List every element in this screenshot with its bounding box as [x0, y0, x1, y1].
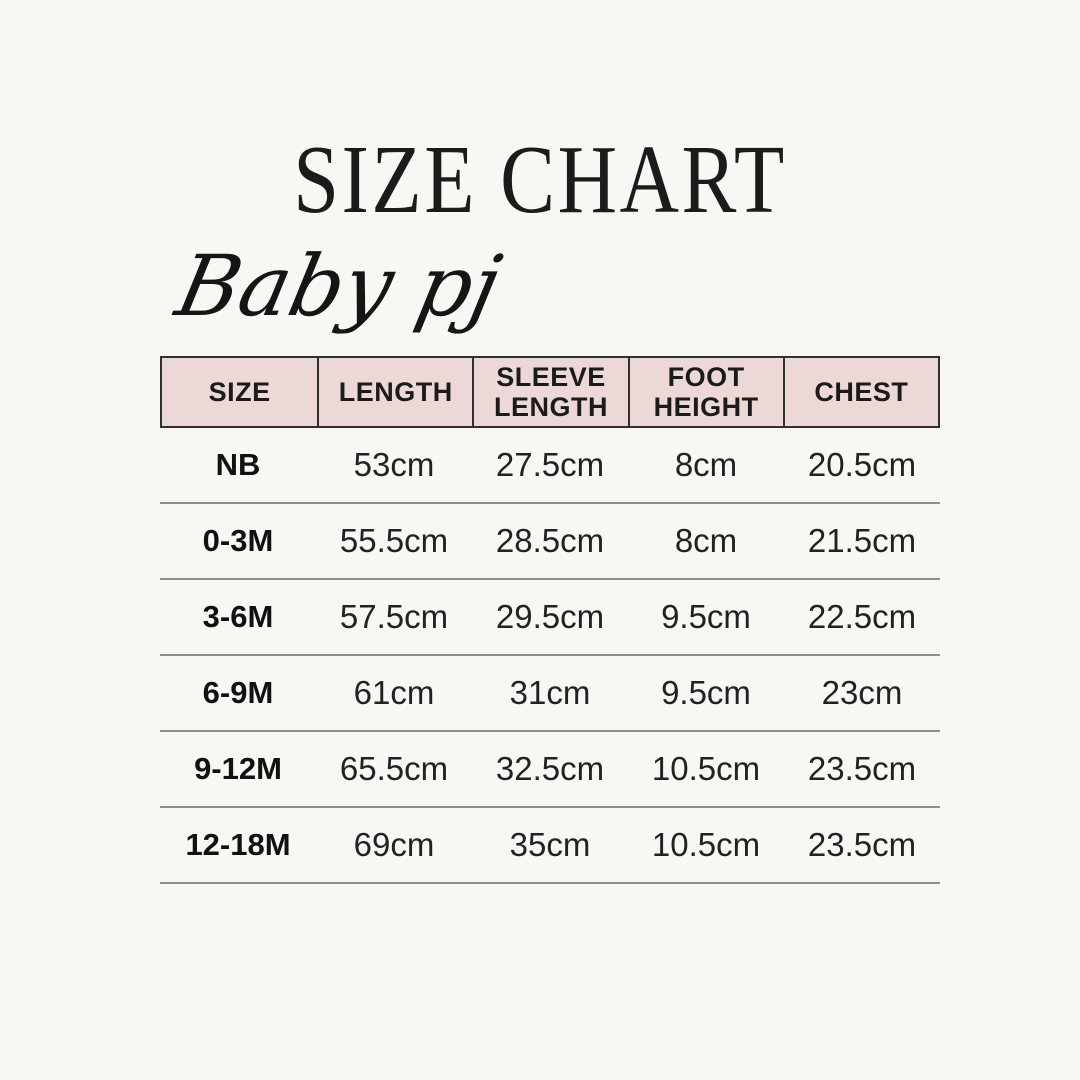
table-row: 0-3M 55.5cm 28.5cm 8cm 21.5cm: [160, 504, 940, 580]
chest-value: 21.5cm: [807, 522, 917, 559]
sleeve-length-value: 28.5cm: [495, 522, 605, 559]
table-row: 6-9M 61cm 31cm 9.5cm 23cm: [160, 656, 940, 732]
size-label: 12-18M: [185, 827, 291, 862]
length-value: 53cm: [353, 446, 435, 483]
size-chart-table: SIZE LENGTH SLEEVE LENGTH FOOT HEIGHT CH…: [160, 356, 940, 884]
chest-value: 23cm: [821, 674, 903, 711]
size-label: NB: [215, 447, 261, 482]
foot-height-value: 9.5cm: [661, 674, 751, 711]
foot-height-value: 9.5cm: [661, 598, 751, 635]
length-value: 57.5cm: [339, 598, 449, 635]
brand-signature: Baby pj: [168, 237, 509, 335]
chest-value: 23.5cm: [807, 826, 917, 863]
sleeve-length-value: 31cm: [509, 674, 591, 711]
size-label: 0-3M: [202, 523, 274, 558]
column-header-size: SIZE: [208, 376, 271, 407]
sleeve-length-value: 27.5cm: [495, 446, 605, 483]
size-label: 9-12M: [194, 751, 282, 786]
chest-value: 22.5cm: [807, 598, 917, 635]
table-row: 9-12M 65.5cm 32.5cm 10.5cm 23.5cm: [160, 732, 940, 808]
size-label: 3-6M: [202, 599, 274, 634]
size-label: 6-9M: [202, 675, 274, 710]
table-header-row: SIZE LENGTH SLEEVE LENGTH FOOT HEIGHT CH…: [160, 356, 940, 428]
table-row: 12-18M 69cm 35cm 10.5cm 23.5cm: [160, 808, 940, 884]
column-header-chest: CHEST: [782, 358, 938, 426]
foot-height-value: 10.5cm: [651, 826, 761, 863]
sleeve-length-value: 32.5cm: [495, 750, 605, 787]
table-row: 3-6M 57.5cm 29.5cm 9.5cm 22.5cm: [160, 580, 940, 656]
sleeve-length-value: 29.5cm: [495, 598, 605, 635]
length-value: 55.5cm: [339, 522, 449, 559]
foot-height-value: 8cm: [674, 446, 738, 483]
foot-height-value: 10.5cm: [651, 750, 761, 787]
column-header-length: LENGTH: [317, 358, 472, 426]
length-value: 65.5cm: [339, 750, 449, 787]
page-title: SIZE CHART: [293, 126, 787, 234]
sleeve-length-value: 35cm: [509, 826, 591, 863]
column-header-sleeve-length: SLEEVE LENGTH: [472, 358, 627, 426]
length-value: 61cm: [353, 674, 435, 711]
foot-height-value: 8cm: [674, 522, 738, 559]
chest-value: 20.5cm: [807, 446, 917, 483]
chest-value: 23.5cm: [807, 750, 917, 787]
length-value: 69cm: [353, 826, 435, 863]
table-row: NB 53cm 27.5cm 8cm 20.5cm: [160, 428, 940, 504]
column-header-foot-height: FOOT HEIGHT: [627, 358, 783, 426]
